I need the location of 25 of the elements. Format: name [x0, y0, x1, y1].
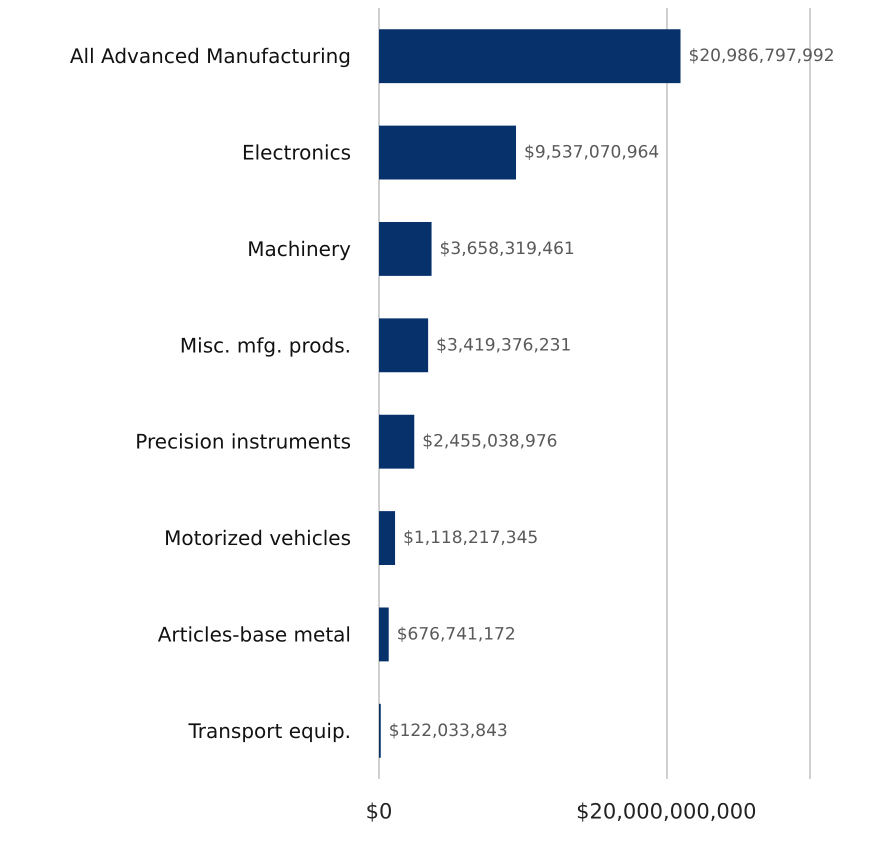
- y-tick-label: Transport equip.: [188, 718, 351, 743]
- data-label: $9,537,070,964: [524, 142, 660, 163]
- bar: [379, 222, 432, 276]
- bar: [379, 414, 414, 469]
- y-tick-label: Electronics: [242, 140, 351, 165]
- bar: [379, 318, 428, 372]
- y-tick-label: Precision instruments: [135, 430, 351, 454]
- data-label: $3,419,376,231: [436, 335, 572, 356]
- y-tick-label: Machinery: [247, 236, 352, 261]
- y-tick-label: Misc. mfg. prods.: [180, 333, 351, 358]
- data-label: $676,741,172: [396, 624, 516, 644]
- bar: [379, 126, 516, 180]
- data-label: $122,033,843: [388, 720, 508, 741]
- y-tick-label: Articles-base metal: [158, 622, 351, 646]
- data-label: $1,118,217,345: [403, 528, 538, 548]
- data-label: $2,455,038,976: [422, 432, 558, 452]
- data-label: $3,658,319,461: [440, 238, 575, 259]
- y-tick-label: Motorized vehicles: [164, 526, 351, 550]
- y-tick-label: All Advanced Manufacturing: [70, 44, 351, 68]
- x-tick-label: $0: [366, 800, 392, 824]
- bar: [379, 607, 389, 662]
- bar: [379, 511, 396, 566]
- bar: [379, 29, 681, 84]
- data-label: $20,986,797,992: [688, 46, 835, 66]
- x-tick-label: $20,000,000,000: [576, 800, 757, 824]
